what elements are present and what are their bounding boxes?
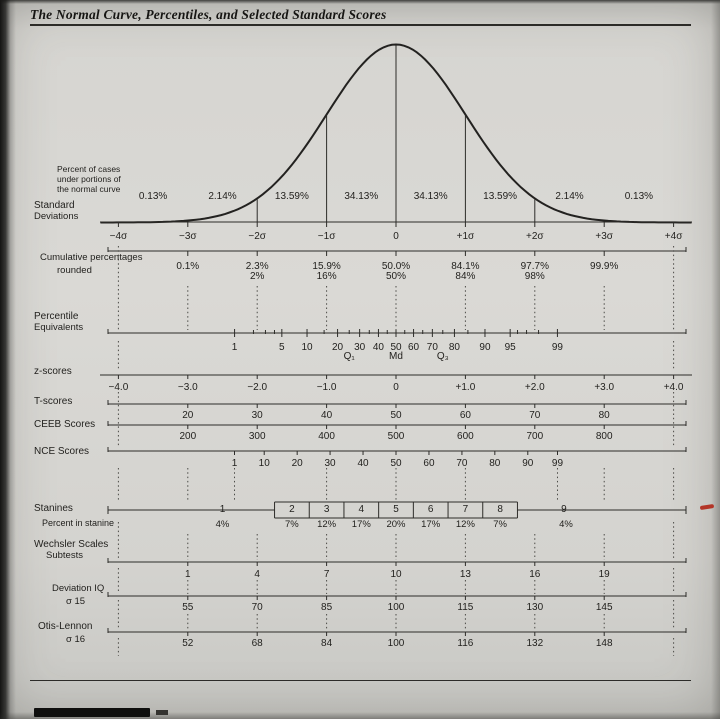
page-title: The Normal Curve, Percentiles, and Selec…	[30, 7, 387, 22]
cropped-caption-mark	[156, 710, 168, 715]
normal-curve-path	[100, 43, 692, 224]
cropped-caption-bar	[34, 708, 150, 717]
footer-rule	[30, 680, 691, 681]
header-rule	[30, 24, 691, 26]
